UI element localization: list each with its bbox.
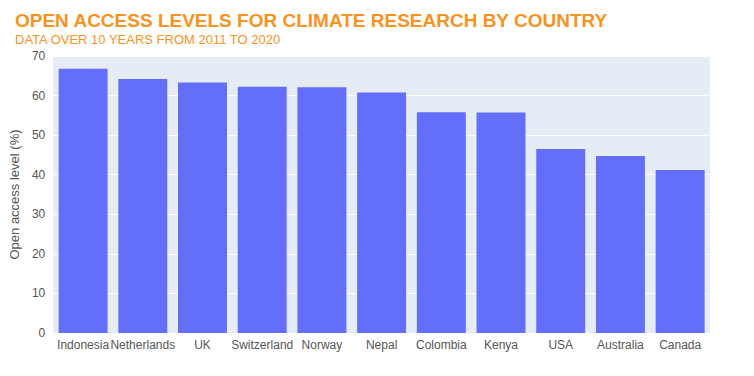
svg-text:70: 70 [32, 49, 46, 63]
svg-text:Nepal: Nepal [366, 338, 397, 352]
svg-text:OPEN ACCESS LEVELS FOR CLIMATE: OPEN ACCESS LEVELS FOR CLIMATE RESEARCH … [15, 10, 608, 31]
svg-text:Switzerland: Switzerland [231, 338, 293, 352]
svg-text:Indonesia: Indonesia [57, 338, 109, 352]
svg-text:USA: USA [548, 338, 573, 352]
svg-text:50: 50 [32, 128, 46, 142]
svg-text:Colombia: Colombia [416, 338, 467, 352]
svg-text:20: 20 [32, 247, 46, 261]
svg-text:60: 60 [32, 89, 46, 103]
svg-text:10: 10 [32, 286, 46, 300]
svg-text:Australia: Australia [597, 338, 644, 352]
svg-text:Canada: Canada [659, 338, 701, 352]
svg-text:Open access level (%): Open access level (%) [7, 129, 22, 259]
svg-text:DATA OVER 10 YEARS FROM 2011 T: DATA OVER 10 YEARS FROM 2011 TO 2020 [15, 32, 280, 47]
svg-text:Kenya: Kenya [484, 338, 518, 352]
svg-text:40: 40 [32, 168, 46, 182]
svg-text:UK: UK [194, 338, 211, 352]
svg-text:Netherlands: Netherlands [110, 338, 175, 352]
svg-text:Norway: Norway [302, 338, 343, 352]
svg-text:30: 30 [32, 207, 46, 221]
svg-text:0: 0 [39, 326, 46, 340]
